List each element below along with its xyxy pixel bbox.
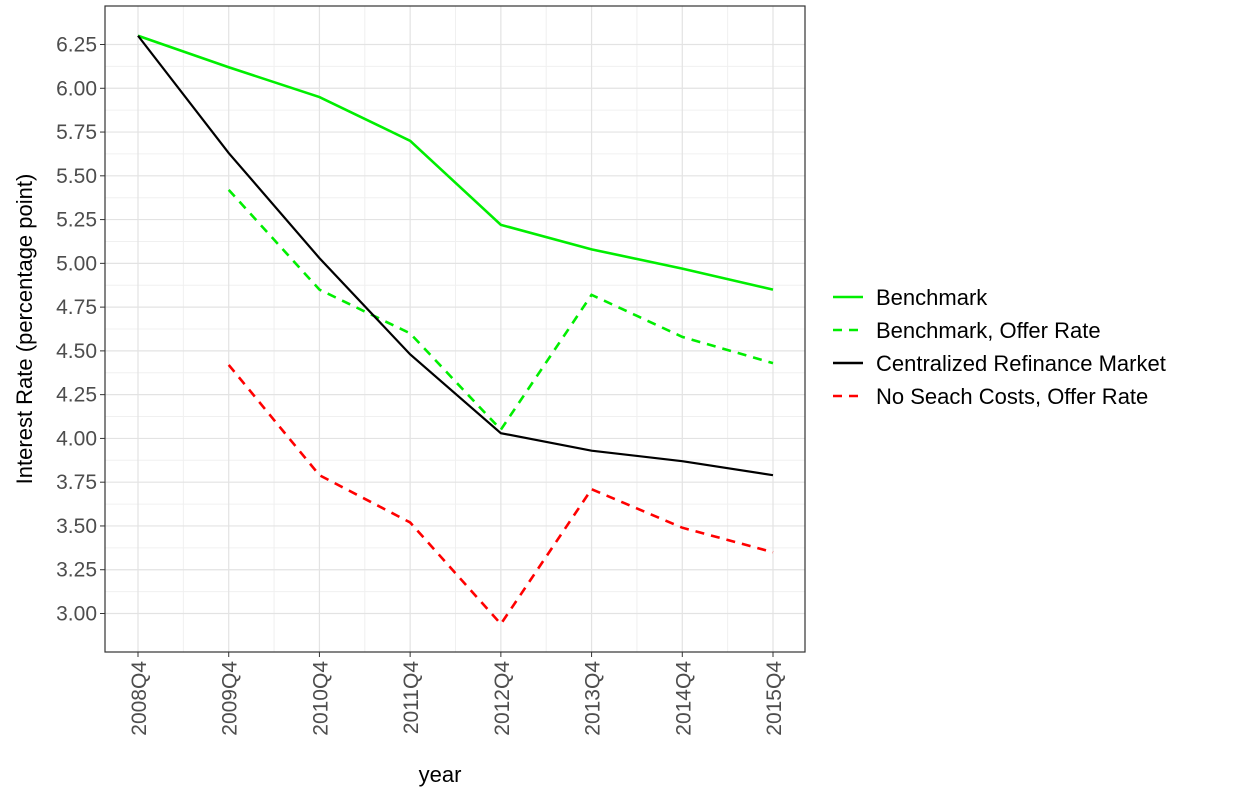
x-axis-title: year: [419, 762, 462, 787]
y-tick-label: 4.50: [56, 340, 97, 363]
x-tick-label: 2013Q4: [582, 661, 605, 736]
y-tick-label: 4.75: [56, 296, 97, 319]
y-tick-label: 5.50: [56, 165, 97, 188]
series-line: [137, 34, 774, 291]
y-tick-label: 4.00: [56, 427, 97, 450]
y-tick-label: 3.75: [56, 471, 97, 494]
legend-label: Benchmark: [876, 285, 988, 310]
y-tick-label: 3.00: [56, 602, 97, 625]
x-tick-label: 2014Q4: [672, 661, 695, 736]
x-tick-label: 2011Q4: [400, 661, 423, 734]
y-tick-label: 5.75: [56, 121, 97, 144]
legend-label: Benchmark, Offer Rate: [876, 318, 1101, 343]
x-tick-label: 2012Q4: [491, 661, 514, 736]
x-tick-label: 2009Q4: [219, 661, 242, 736]
y-tick-label: 3.50: [56, 515, 97, 538]
x-tick-label: 2008Q4: [128, 661, 151, 736]
plot-border: [104, 5, 806, 653]
y-tick-label: 6.00: [56, 77, 97, 100]
legend-label: Centralized Refinance Market: [876, 351, 1166, 376]
x-tick-label: 2010Q4: [309, 661, 332, 736]
series-line: [137, 35, 774, 477]
y-tick-label: 5.00: [56, 252, 97, 275]
y-tick-label: 6.25: [56, 34, 97, 57]
y-axis-title: Interest Rate (percentage point): [12, 174, 37, 485]
y-tick-label: 4.25: [56, 384, 97, 407]
series-line: [227, 188, 774, 432]
y-tick-label: 3.25: [56, 559, 97, 582]
series-line: [227, 364, 774, 627]
x-tick-label: 2015Q4: [763, 661, 786, 736]
legend-label: No Seach Costs, Offer Rate: [876, 384, 1148, 409]
y-tick-label: 5.25: [56, 209, 97, 232]
